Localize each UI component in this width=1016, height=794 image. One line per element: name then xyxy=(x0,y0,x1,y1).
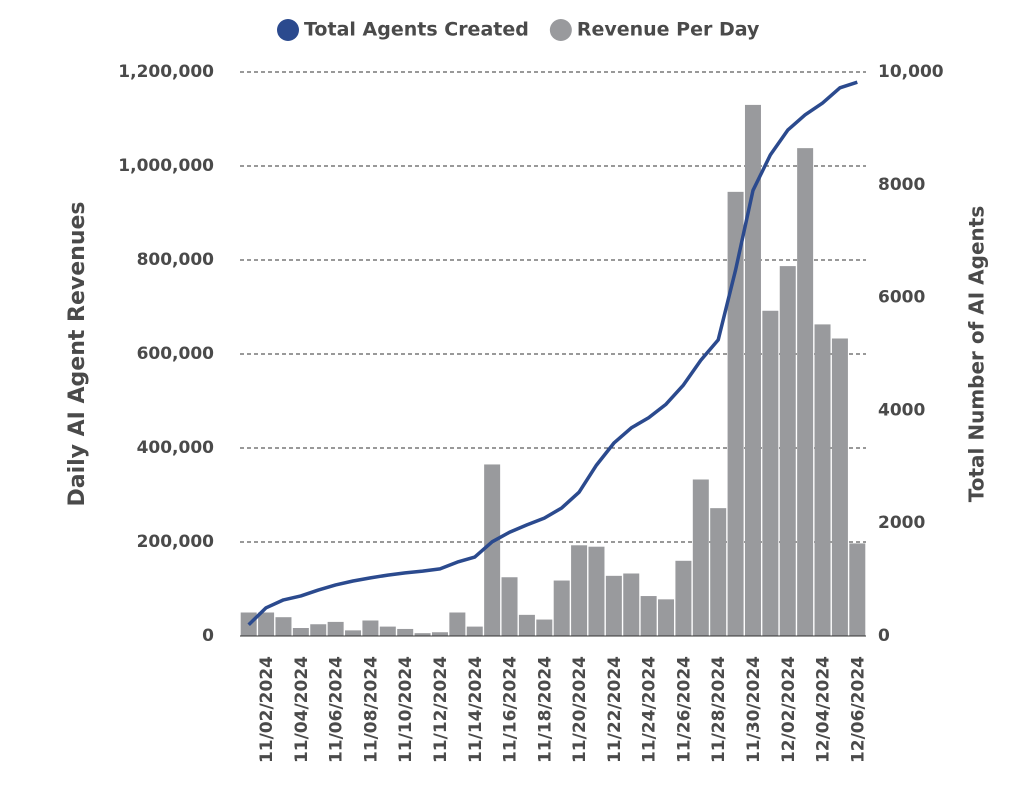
legend-label: Revenue Per Day xyxy=(577,19,760,41)
y-axis-title: Daily AI Agent Revenues xyxy=(65,201,90,506)
x-tick-label: 11/08/2024 xyxy=(361,656,381,763)
x-tick-label: 11/10/2024 xyxy=(396,656,416,763)
bar xyxy=(397,628,414,636)
bar xyxy=(414,633,431,636)
bar xyxy=(623,573,640,636)
x-tick-label: 11/30/2024 xyxy=(744,656,764,763)
legend-marker xyxy=(549,19,572,41)
bar xyxy=(449,612,466,636)
bar xyxy=(553,580,570,636)
x-tick-label: 12/02/2024 xyxy=(779,656,799,763)
bar xyxy=(345,630,362,636)
bar xyxy=(814,324,831,636)
y-tick-label: 400,000 xyxy=(137,438,215,458)
bar xyxy=(431,632,448,636)
bar xyxy=(675,560,692,636)
y2-tick-label: 2000 xyxy=(878,513,925,533)
x-tick-label: 11/28/2024 xyxy=(709,656,729,763)
bar xyxy=(779,266,796,636)
bar xyxy=(658,599,675,636)
bar xyxy=(501,577,518,636)
y2-tick-label: 8000 xyxy=(878,175,925,195)
y2-tick-label: 6000 xyxy=(878,288,925,308)
bar xyxy=(588,546,605,636)
y-tick-label: 0 xyxy=(202,626,214,646)
line xyxy=(247,80,858,626)
x-tick-label: 11/04/2024 xyxy=(292,656,312,763)
x-tick-label: 12/04/2024 xyxy=(814,656,834,763)
bar xyxy=(484,464,501,636)
bar xyxy=(744,104,761,636)
legend-marker xyxy=(277,19,299,41)
y-tick-label: 200,000 xyxy=(137,532,215,552)
bar xyxy=(692,479,709,636)
x-tick-label: 11/22/2024 xyxy=(605,656,625,763)
x-tick-label: 11/16/2024 xyxy=(501,656,521,763)
bar xyxy=(831,338,848,636)
x-tick-label: 11/02/2024 xyxy=(257,656,277,763)
bar xyxy=(466,626,483,636)
bar xyxy=(640,596,657,636)
y-tick-label: 1,200,000 xyxy=(118,62,214,82)
bar xyxy=(762,310,779,636)
x-tick-label: 11/14/2024 xyxy=(466,656,486,763)
x-tick-label: 11/24/2024 xyxy=(640,656,660,763)
bar xyxy=(536,619,553,636)
y-tick-label: 1,000,000 xyxy=(118,156,214,176)
legend-label: Total Agents Created xyxy=(304,19,529,41)
bar xyxy=(310,624,327,636)
y-tick-label: 800,000 xyxy=(137,250,215,270)
x-tick-label: 11/06/2024 xyxy=(327,656,347,763)
bar xyxy=(727,191,744,636)
bar xyxy=(710,508,727,636)
x-tick-label: 11/18/2024 xyxy=(535,656,555,763)
bar xyxy=(849,543,866,636)
bar xyxy=(292,628,309,636)
bar xyxy=(327,621,344,636)
y2-tick-label: 4000 xyxy=(878,400,925,420)
bar xyxy=(379,626,396,636)
bar xyxy=(258,612,275,636)
x-tick-label: 11/20/2024 xyxy=(570,656,590,763)
y2-tick-label: 0 xyxy=(878,626,890,646)
bar xyxy=(797,148,814,636)
x-tick-label: 11/26/2024 xyxy=(674,656,694,763)
bar xyxy=(605,575,622,636)
bar xyxy=(571,545,588,636)
y2-tick-label: 10,000 xyxy=(878,62,944,82)
y2-axis-title: Total Number of AI Agents xyxy=(965,206,989,502)
y-tick-label: 600,000 xyxy=(137,344,215,364)
bar xyxy=(362,620,379,636)
bar xyxy=(275,617,292,636)
bar xyxy=(518,614,535,636)
x-tick-label: 12/06/2024 xyxy=(848,656,868,763)
x-tick-label: 11/12/2024 xyxy=(431,656,451,763)
